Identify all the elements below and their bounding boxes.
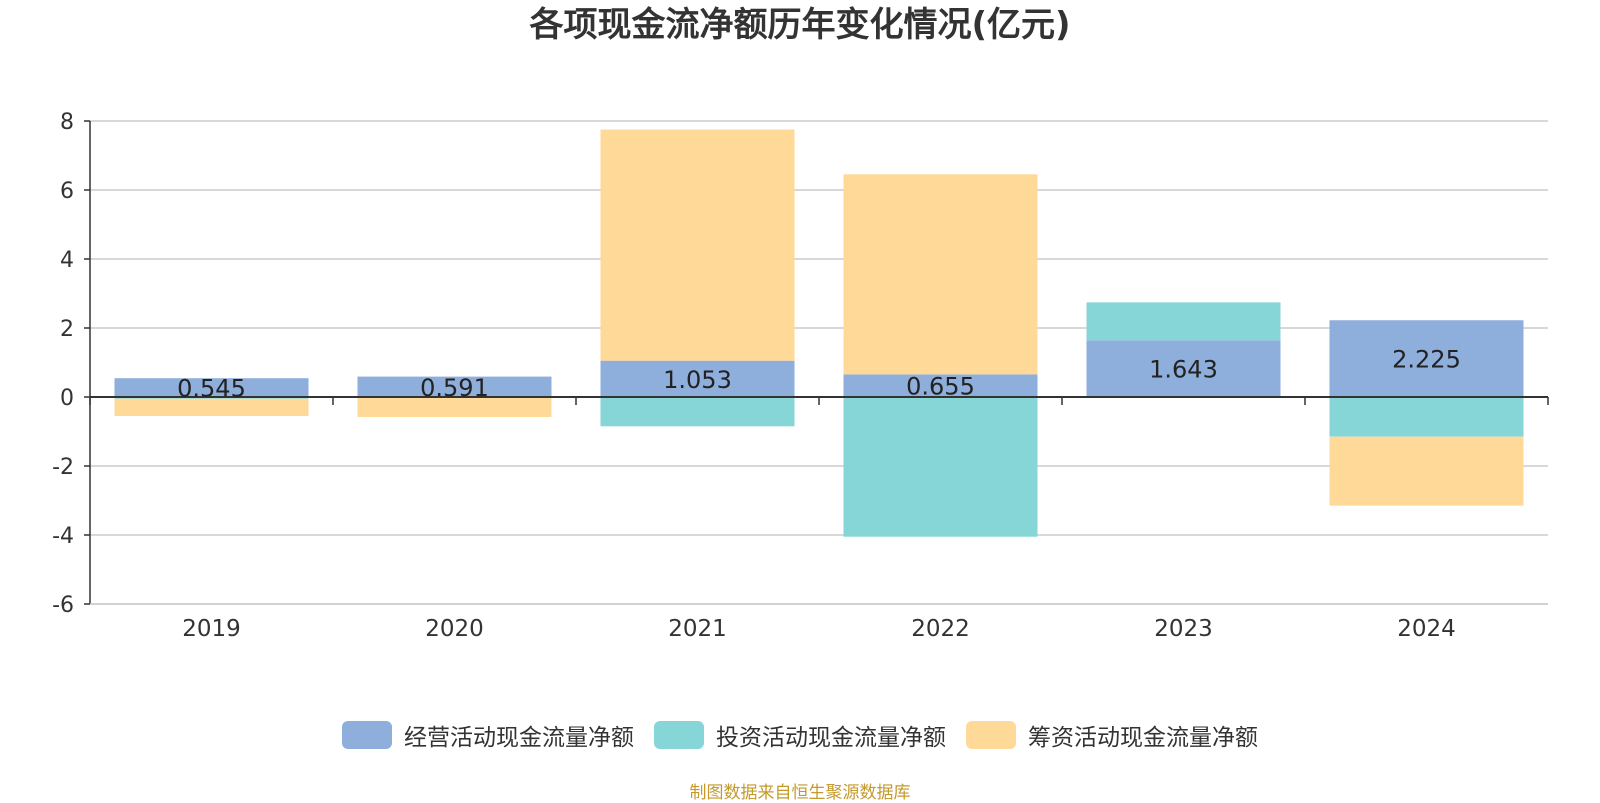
bar-series-0-2022 bbox=[843, 374, 1038, 397]
legend-label-operating: 经营活动现金流量净额 bbox=[404, 725, 634, 751]
y-tick-label: 8 bbox=[60, 110, 74, 135]
data-label: 0.655 bbox=[906, 373, 975, 401]
bar-series-2-2019 bbox=[114, 398, 309, 416]
legend-swatch-financing bbox=[966, 721, 1016, 749]
x-tick-label: 2024 bbox=[1397, 616, 1456, 642]
y-tick-label: 6 bbox=[60, 179, 74, 204]
y-tick-label: -6 bbox=[52, 593, 74, 618]
bar-series-1-2023 bbox=[1086, 302, 1281, 341]
y-tick-label: -4 bbox=[52, 524, 74, 549]
legend-item-operating[interactable]: 经营活动现金流量净额 bbox=[342, 718, 634, 752]
bar-series-0-2023 bbox=[1086, 340, 1281, 397]
y-tick-label: -2 bbox=[52, 455, 74, 480]
chart-title: 各项现金流净额历年变化情况(亿元) bbox=[529, 5, 1071, 45]
legend-label-financing: 筹资活动现金流量净额 bbox=[1028, 725, 1258, 751]
source-note: 制图数据来自恒生聚源数据库 bbox=[689, 783, 911, 803]
bar-series-2-2020 bbox=[357, 398, 552, 418]
y-tick-label: 2 bbox=[60, 317, 74, 342]
y-tick-label: 4 bbox=[60, 248, 74, 273]
legend-item-investing[interactable]: 投资活动现金流量净额 bbox=[654, 718, 946, 752]
legend-label-investing: 投资活动现金流量净额 bbox=[716, 725, 946, 751]
legend-item-financing[interactable]: 筹资活动现金流量净额 bbox=[966, 718, 1258, 752]
x-tick-label: 2020 bbox=[425, 616, 484, 642]
bar-series-2-2021 bbox=[600, 129, 795, 361]
x-tick-label: 2021 bbox=[668, 616, 727, 642]
legend-swatch-operating bbox=[342, 721, 392, 749]
data-label: 0.545 bbox=[177, 375, 246, 403]
y-tick-label: 0 bbox=[60, 386, 74, 411]
x-tick-label: 2022 bbox=[911, 616, 970, 642]
chart-legend: 经营活动现金流量净额 投资活动现金流量净额 筹资活动现金流量净额 bbox=[0, 718, 1600, 752]
bar-series-0-2020 bbox=[357, 376, 552, 397]
bar-series-0-2019 bbox=[114, 378, 309, 397]
x-tick-label: 2023 bbox=[1154, 616, 1213, 642]
x-tick-label: 2019 bbox=[182, 616, 241, 642]
bar-series-1-2022 bbox=[843, 397, 1038, 537]
bar-series-0-2024 bbox=[1329, 320, 1524, 397]
data-label: 0.591 bbox=[420, 374, 489, 402]
bar-series-0-2021 bbox=[600, 360, 795, 397]
data-label: 1.643 bbox=[1149, 356, 1218, 384]
bar-series-1-2021 bbox=[600, 397, 795, 427]
data-label: 1.053 bbox=[663, 366, 732, 394]
bar-series-2-2024 bbox=[1329, 436, 1524, 506]
data-label: 2.225 bbox=[1392, 346, 1461, 374]
legend-swatch-investing bbox=[654, 721, 704, 749]
bar-series-1-2024 bbox=[1329, 397, 1524, 437]
bar-series-2-2022 bbox=[843, 174, 1038, 375]
